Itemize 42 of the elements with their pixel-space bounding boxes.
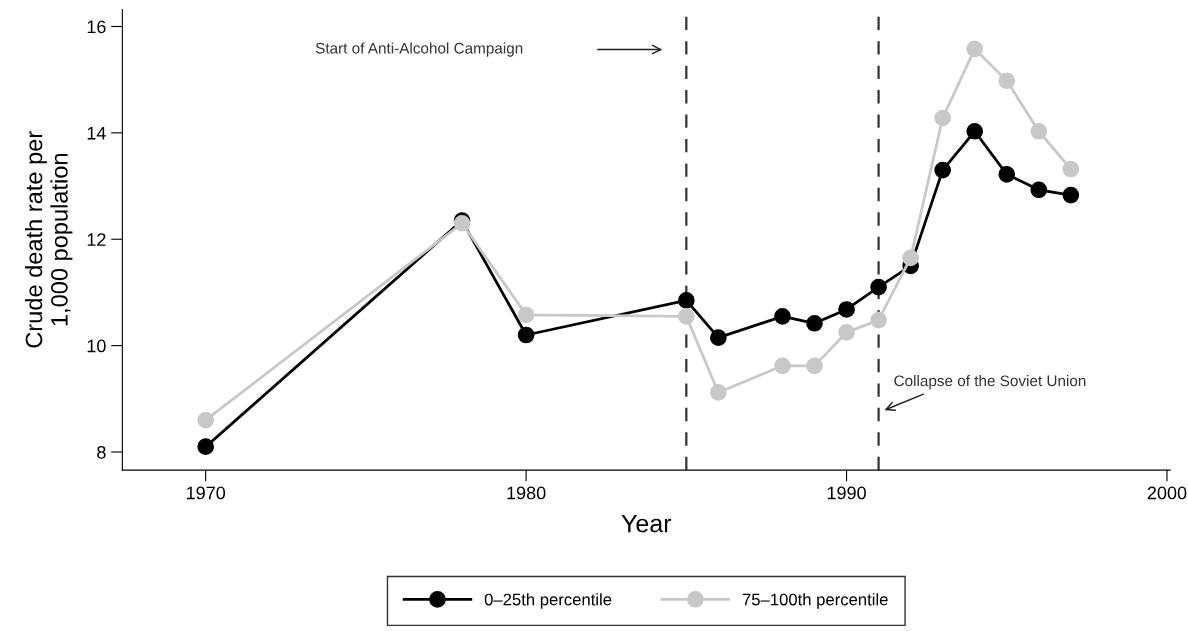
y-tick-label: 12 (87, 233, 106, 246)
point (902, 249, 919, 267)
point (838, 323, 855, 341)
x-tick-label: 2000 (1147, 486, 1187, 500)
x-axis-title: Year (621, 514, 672, 533)
annotation: Start of Anti-Alcohol Campaign (315, 42, 523, 57)
point (966, 40, 984, 58)
y-tick-label: 14 (87, 126, 106, 140)
point (934, 109, 952, 127)
point (934, 161, 952, 179)
legend-label: 75–100th percentile (742, 593, 888, 609)
point (677, 292, 695, 309)
point (1030, 122, 1048, 140)
point (197, 411, 215, 429)
point (966, 122, 984, 140)
point (774, 308, 791, 325)
point (1062, 160, 1080, 178)
y-tick-label: 10 (87, 339, 106, 353)
point (998, 72, 1016, 90)
point (806, 314, 823, 332)
x-tick-label: 1980 (507, 486, 546, 500)
point (710, 384, 727, 401)
point (806, 357, 823, 375)
y-tick-label: 16 (87, 20, 106, 34)
legend-label: 0–25th percentile (484, 593, 612, 609)
point (1062, 186, 1080, 204)
point (197, 438, 215, 456)
point (677, 308, 695, 325)
x-tick-label: 1990 (827, 486, 866, 500)
point (870, 311, 887, 329)
point (1030, 181, 1048, 199)
y-tick-label: 8 (97, 445, 106, 459)
y-axis-title: Crude death rate per 1,000 population (24, 131, 73, 348)
point (517, 306, 535, 324)
point (774, 357, 791, 375)
point (870, 278, 887, 296)
annotation: Collapse of the Soviet Union (894, 374, 1086, 390)
point (838, 301, 855, 318)
point (517, 326, 535, 344)
x-tick-label: 1970 (186, 486, 226, 500)
point (998, 166, 1016, 183)
point (710, 329, 727, 346)
